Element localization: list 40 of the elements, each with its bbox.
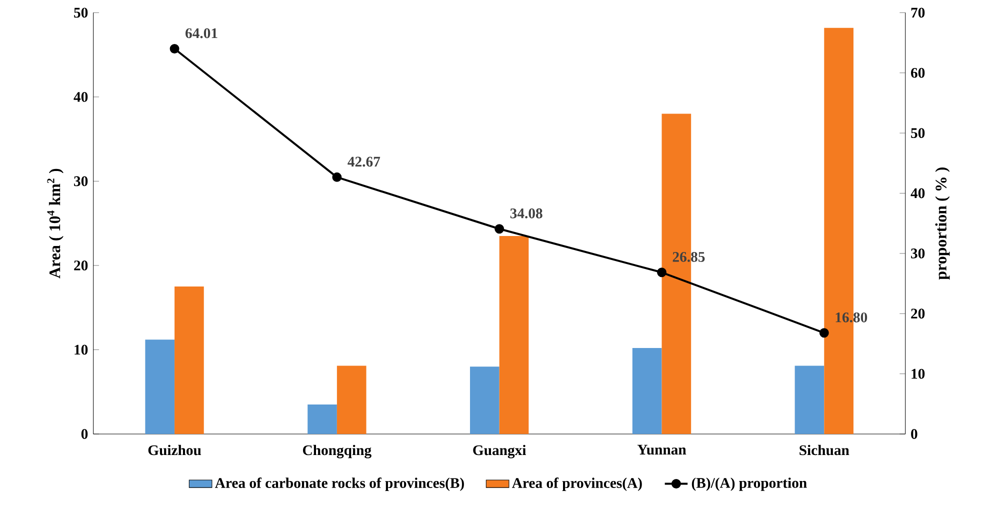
x-tick-label: Yunnan	[637, 444, 686, 455]
bar	[145, 340, 175, 434]
data-label: 42.67	[348, 156, 380, 167]
point	[819, 328, 829, 338]
point	[657, 268, 666, 278]
legend-label: (B)/(A) proportion	[692, 478, 807, 491]
y2-tick-label: 50	[911, 128, 925, 138]
y2-tick-label: 40	[910, 188, 925, 198]
bar	[632, 348, 662, 434]
point	[494, 224, 504, 234]
y2-tick-label: 10	[912, 368, 925, 379]
y2-tick-label: 70	[911, 8, 925, 18]
x-tick-label: Guizhou	[148, 444, 202, 456]
legend-label: Area of provinces(A)	[512, 478, 642, 491]
y-tick-label: 20	[74, 260, 88, 270]
y2-tick-label: 30	[911, 248, 925, 258]
y2-tick-label: 60	[911, 68, 925, 78]
x-tick-label: Chongqing	[303, 444, 372, 458]
y-tick-label: 50	[74, 8, 88, 18]
point	[170, 44, 180, 54]
y2-tick-label: 20	[911, 308, 925, 319]
point	[332, 172, 342, 182]
y-tick-label: 10	[74, 344, 88, 355]
y2-axis-title: proportion ( % )	[935, 168, 950, 280]
y-axis-title: Area ( 10$^{4}$ km$^{2}$ )	[47, 168, 64, 278]
bar	[308, 404, 337, 434]
bar	[499, 236, 529, 434]
x-tick-label: Guangxi	[473, 444, 526, 458]
bar	[174, 286, 204, 434]
bar	[470, 366, 500, 434]
x-tick-label: Sichuan	[800, 444, 850, 456]
y2-tick-label: 0	[911, 429, 918, 439]
bar	[794, 366, 824, 434]
y-tick-label: 40	[74, 92, 88, 102]
y-tick-label: 0	[81, 429, 88, 439]
y-tick-label: 30	[74, 176, 88, 186]
data-label: 64.01	[186, 28, 218, 38]
legend-label: Area of carbonate rocks of provinces(B)	[215, 478, 464, 491]
bar	[336, 366, 366, 434]
data-label: 34.08	[510, 208, 542, 218]
